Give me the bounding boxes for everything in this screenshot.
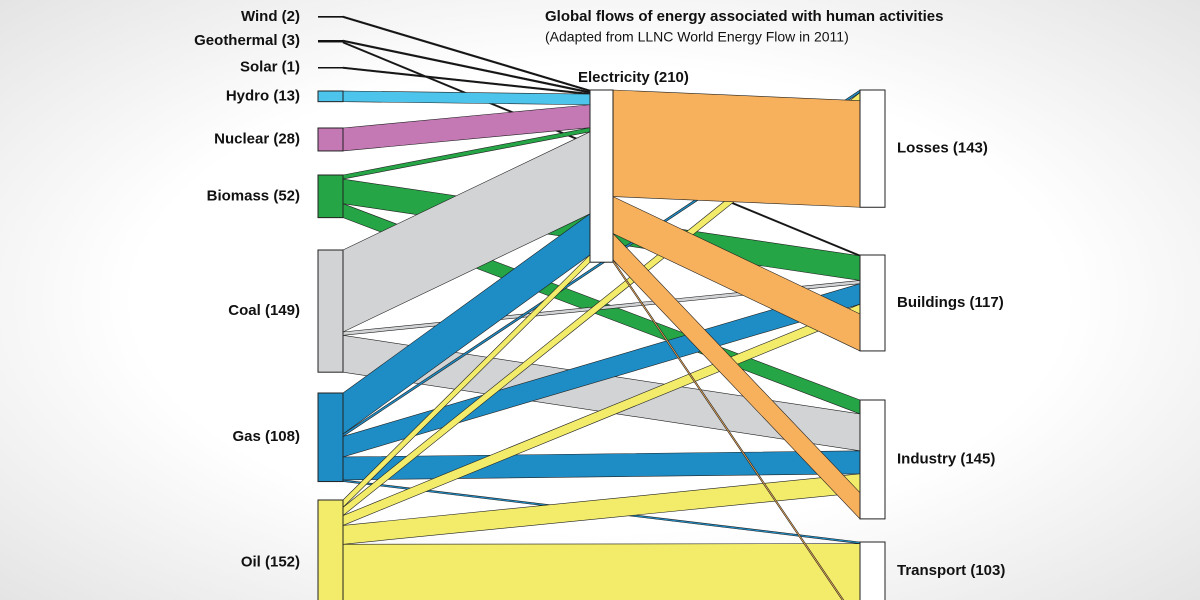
node: [859, 399, 886, 520]
links: [342, 15, 861, 600]
node-label: Gas (108): [232, 428, 300, 445]
chart-subtitle: (Adapted from LLNC World Energy Flow in …: [545, 29, 849, 45]
node-label: Electricity (210): [578, 69, 689, 86]
node: [859, 89, 886, 208]
chart-title: Global flows of energy associated with h…: [545, 8, 943, 25]
flow: [342, 104, 591, 152]
node: [859, 541, 886, 600]
node: [317, 174, 344, 219]
flow: [342, 90, 591, 106]
node-label: Coal (149): [228, 302, 300, 319]
node-label: Losses (143): [897, 140, 988, 157]
node: [589, 89, 614, 263]
flow: [342, 450, 861, 481]
flow: [342, 66, 591, 96]
node-label: Transport (103): [897, 562, 1005, 579]
node-label: Hydro (13): [226, 87, 300, 104]
node: [317, 249, 344, 373]
node-label: Buildings (117): [897, 294, 1004, 311]
nodes: Wind (2) Geothermal (3) Solar (1) Hydro (13…: [194, 8, 1005, 600]
node: [317, 90, 344, 103]
node-label: Industry (145): [897, 450, 995, 467]
node-label: Oil (152): [241, 553, 300, 570]
node: [317, 499, 344, 600]
flow: [342, 39, 591, 94]
node: [317, 127, 344, 152]
node: [317, 392, 344, 483]
node-label: Solar (1): [240, 59, 300, 76]
node: [859, 254, 886, 352]
node-label: Nuclear (28): [214, 130, 300, 147]
flow: [342, 543, 861, 600]
node-label: Geothermal (3): [194, 32, 300, 49]
flow: [612, 89, 861, 208]
node-label: Wind (2): [241, 8, 300, 25]
node-label: Biomass (52): [207, 187, 300, 204]
